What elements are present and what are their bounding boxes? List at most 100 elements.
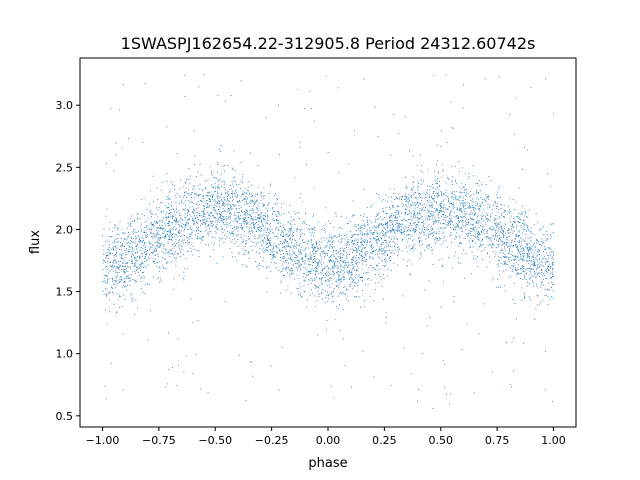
data-point [502, 244, 503, 246]
data-point [282, 235, 284, 237]
data-point [231, 190, 233, 192]
data-point [406, 245, 407, 247]
data-point [491, 237, 493, 239]
data-point [385, 194, 387, 196]
data-point [223, 222, 224, 224]
data-point [405, 185, 407, 187]
data-point [545, 389, 546, 391]
data-point [344, 293, 346, 295]
data-point [518, 234, 520, 236]
data-point [475, 212, 477, 214]
data-point [181, 230, 183, 232]
data-point [121, 228, 123, 230]
data-point [215, 201, 217, 203]
data-point [257, 227, 259, 229]
data-point [411, 196, 412, 198]
data-point [514, 222, 516, 224]
data-point [446, 208, 448, 210]
data-point [495, 205, 497, 207]
data-point [201, 188, 203, 190]
data-point [267, 235, 268, 237]
data-point [427, 168, 429, 170]
data-point [535, 308, 537, 310]
data-point [473, 210, 475, 212]
data-point [408, 234, 410, 236]
data-point [340, 252, 342, 254]
data-point [487, 214, 488, 216]
data-point [416, 226, 418, 228]
data-point [523, 267, 525, 269]
data-point [139, 265, 141, 267]
data-point [455, 179, 456, 181]
data-point [296, 287, 298, 289]
data-point [156, 187, 158, 189]
data-point [147, 264, 149, 266]
data-point [241, 228, 243, 230]
data-point [175, 238, 177, 240]
data-point [359, 258, 360, 260]
data-point [544, 275, 546, 277]
data-point [159, 243, 161, 245]
data-point [477, 199, 479, 201]
data-point [114, 259, 116, 260]
data-point [335, 306, 337, 308]
data-point [249, 233, 251, 234]
data-point [477, 232, 479, 233]
data-point [214, 208, 216, 210]
data-point [406, 231, 408, 233]
data-point [255, 261, 257, 262]
data-point [159, 219, 161, 221]
data-point [474, 242, 476, 244]
data-point [508, 229, 510, 230]
data-point [372, 234, 374, 236]
data-point [500, 263, 502, 264]
data-point [366, 264, 367, 266]
data-point [392, 223, 394, 225]
data-point [552, 268, 554, 270]
data-point [211, 184, 212, 186]
data-point [198, 194, 200, 196]
data-point [506, 264, 508, 265]
data-point [276, 252, 278, 253]
data-point [256, 208, 258, 210]
data-point [273, 255, 274, 257]
data-point [149, 226, 151, 228]
data-point [151, 228, 153, 230]
data-point [524, 222, 526, 224]
data-point [108, 241, 110, 243]
data-point [374, 250, 376, 252]
data-point [385, 240, 387, 241]
data-point [348, 247, 350, 249]
data-point [538, 267, 540, 269]
data-point [513, 222, 515, 223]
data-point [129, 278, 131, 279]
data-point [391, 250, 393, 252]
data-point [328, 257, 330, 258]
data-point [452, 208, 454, 210]
data-point [175, 229, 176, 231]
data-point [377, 226, 379, 228]
data-point [434, 239, 436, 241]
data-point [479, 209, 481, 211]
data-point [437, 210, 439, 212]
data-point [213, 206, 215, 208]
data-point [461, 219, 463, 221]
data-point [347, 244, 349, 246]
data-point [144, 248, 146, 250]
data-point [318, 295, 320, 297]
data-point [132, 298, 134, 300]
data-point [299, 266, 301, 267]
data-point [552, 262, 554, 264]
data-point [339, 233, 340, 235]
data-point [522, 258, 524, 260]
data-point [519, 251, 521, 253]
data-point [489, 226, 491, 228]
data-point [477, 222, 478, 224]
data-point [331, 261, 333, 263]
data-point [325, 254, 327, 255]
data-point [135, 237, 137, 239]
data-point [394, 246, 395, 247]
data-point [478, 185, 480, 187]
data-point [106, 294, 108, 296]
data-point [206, 204, 208, 206]
